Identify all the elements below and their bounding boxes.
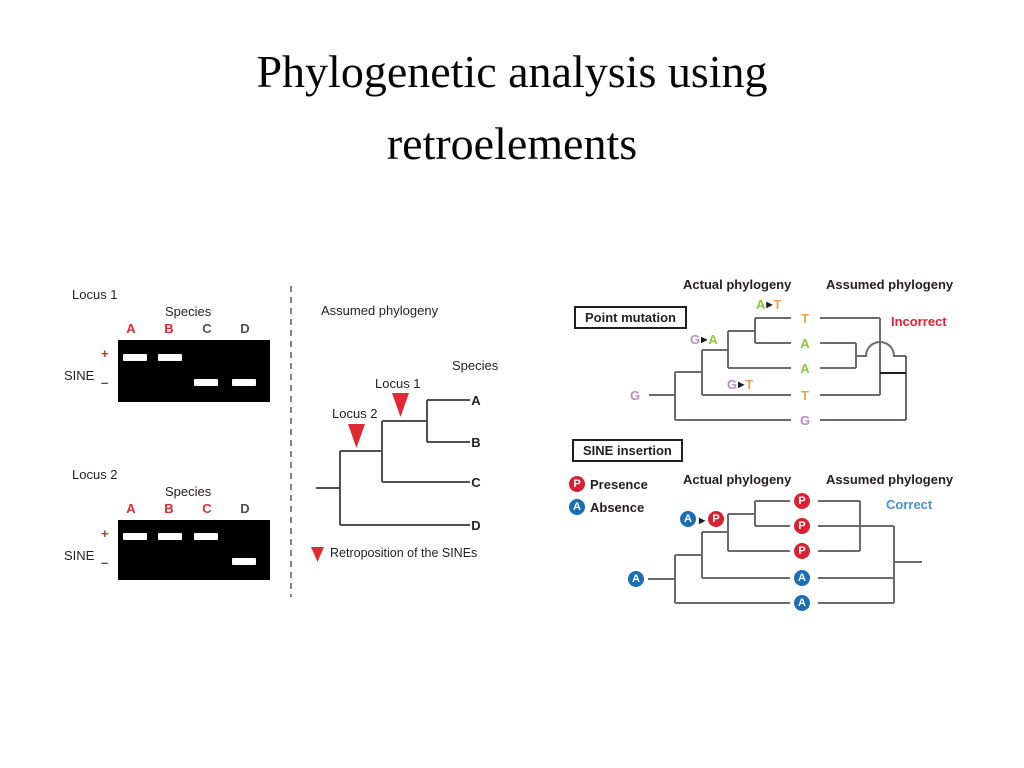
locus1-retroposition-triangle-icon [392,393,409,417]
mutation-to: T [773,297,782,312]
locus2-lane-d: D [240,501,250,516]
locus1-sine-label: SINE [64,368,95,383]
locus2-lane-b: B [164,501,174,516]
sine-root-state: A [628,571,644,587]
absence-legend-label: Absence [590,500,645,515]
assumed-tip-c: C [471,475,481,490]
sine-actual-header: Actual phylogeny [683,472,792,487]
sine-mutation-to: P [708,511,724,527]
pm-actual-tree [649,317,791,421]
point-mutation-box: Point mutation [574,306,687,329]
title-line-2: retroelements [386,118,638,169]
assumed-locus2-label: Locus 2 [332,406,378,421]
pm-assumed-tree [820,317,907,421]
pm-tip-4: T [801,388,809,403]
gel-band [158,533,182,540]
gel-band [194,379,218,386]
pm-tip-5: G [799,413,811,428]
mutation-from: G [727,377,738,392]
locus1-minus-label: – [101,375,109,390]
sine-tip-3: P [794,543,810,559]
pm-mutation-g-to-t: G▶T [727,377,753,392]
locus1-species-label: Species [165,304,212,319]
pm-mutation-g-to-a: G▶A [690,332,718,347]
pm-root-state: G [629,388,641,403]
locus1-gel-title: Locus 1 [72,287,118,302]
assumed-panel-heading: Assumed phylogeny [321,303,439,318]
locus2-lane-a: A [126,501,136,516]
sine-tip-1: P [794,493,810,509]
pm-tip-2: A [800,336,810,351]
locus2-retroposition-triangle-icon [348,424,365,448]
pm-tip-1: T [801,311,809,326]
pm-verdict-label: Incorrect [891,314,947,329]
pm-tip-3: A [800,361,810,376]
pm-assumed-tree-crossover-arc [856,341,906,357]
mutation-to: T [745,377,754,392]
locus1-lane-d: D [240,321,250,336]
presence-legend-icon: P [569,476,585,492]
locus2-species-label: Species [165,484,212,499]
locus1-lane-c: C [202,321,212,336]
mutation-from: A [756,297,766,312]
mutation-arrow-icon: ▶ [699,516,706,525]
presence-legend-label: Presence [590,477,648,492]
absence-legend-icon: A [569,499,585,515]
locus2-lane-c: C [202,501,212,516]
pm-assumed-header: Assumed phylogeny [826,277,954,292]
title-line-1: Phylogenetic analysis using [256,46,768,97]
sine-verdict-label: Correct [886,497,933,512]
sine-mutation-from: A [680,511,696,527]
assumed-tip-d: D [471,518,481,533]
mutation-to: A [708,332,718,347]
sine-tip-4: A [794,570,810,586]
pm-mutation-a-to-t: A▶T [756,297,782,312]
gel-band [158,354,182,361]
locus1-gel [118,340,270,402]
sine-assumed-header: Assumed phylogeny [826,472,954,487]
gel-band [123,533,147,540]
sine-tip-2: P [794,518,810,534]
locus2-minus-label: – [101,555,109,570]
locus1-plus-label: + [101,346,109,361]
locus2-gel-title: Locus 2 [72,467,118,482]
sine-insertion-box: SINE insertion [572,439,683,462]
locus1-lane-b: B [164,321,174,336]
gel-band [232,379,256,386]
gel-band [232,558,256,565]
locus1-lane-a: A [126,321,136,336]
retroposition-legend-label: Retroposition of the SINEs [330,546,478,560]
assumed-tip-b: B [471,435,481,450]
locus2-sine-label: SINE [64,548,95,563]
mutation-from: G [690,332,701,347]
gel-band [123,354,147,361]
assumed-species-label: Species [452,358,499,373]
locus2-plus-label: + [101,526,109,541]
assumed-locus1-label: Locus 1 [375,376,421,391]
mutation-arrow-icon: ▶ [766,300,773,309]
sine-assumed-tree [818,500,922,604]
pm-actual-header: Actual phylogeny [683,277,792,292]
slide-title: Phylogenetic analysis using retroelement… [0,36,1024,180]
assumed-tip-a: A [471,393,481,408]
sine-tip-5: A [794,595,810,611]
legend-retroposition-triangle-icon [311,547,324,562]
locus2-gel [118,520,270,580]
gel-band [194,533,218,540]
